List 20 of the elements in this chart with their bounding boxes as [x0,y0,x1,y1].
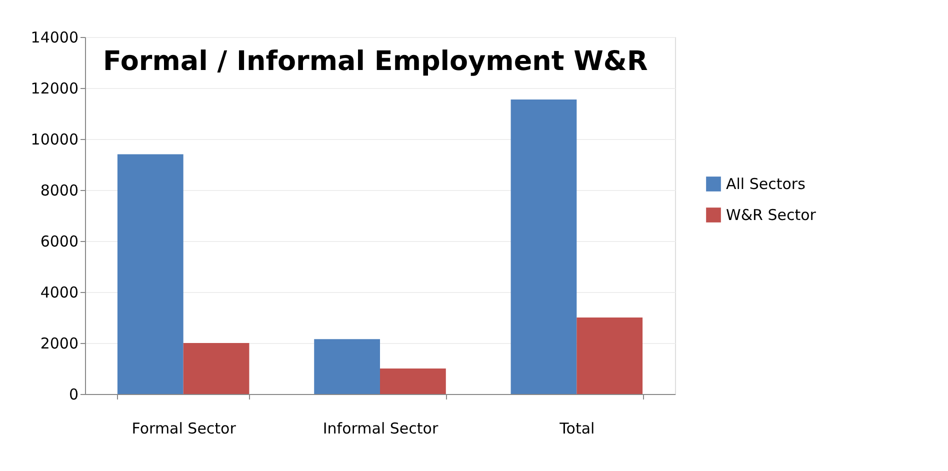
legend-label: W&R Sector [726,206,817,224]
x-tick-label: Informal Sector [322,420,439,438]
y-tick-label: 14000 [30,28,78,46]
x-tick-label: Formal Sector [132,420,237,438]
bar [380,368,446,394]
bar [117,154,184,394]
bar [314,339,380,394]
x-tick-label: Total [558,420,595,438]
bar [510,99,577,394]
chart-title: Formal / Informal Employment W&R [103,46,648,77]
y-tick-label: 10000 [30,130,78,148]
bar [183,343,250,394]
y-tick-label: 4000 [40,284,78,302]
y-tick-label: 0 [68,386,78,404]
y-tick-label: 12000 [30,80,78,98]
y-tick-label: 8000 [40,182,78,200]
y-tick-label: 6000 [40,232,78,250]
y-tick-label: 2000 [40,334,78,352]
bar [576,318,643,394]
legend-label: All Sectors [726,175,806,193]
